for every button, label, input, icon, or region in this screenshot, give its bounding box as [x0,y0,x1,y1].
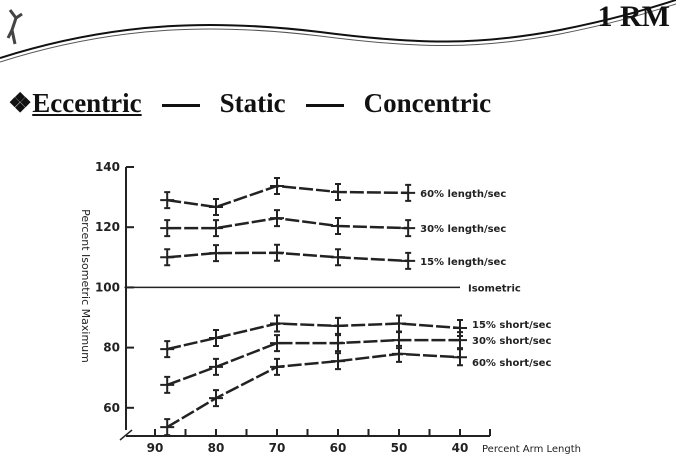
series-label: 15% length/sec [420,257,506,268]
data-point [160,248,175,267]
y-tick-label: 140 [95,160,120,174]
heading-eccentric: Eccentric [32,88,142,118]
data-point [209,219,223,238]
x-tick-label: 50 [391,441,408,455]
data-point [392,344,406,363]
data-point [331,182,345,201]
data-point [331,334,345,353]
x-tick-label: 70 [269,441,286,455]
data-point [453,348,467,367]
data-point [331,352,345,371]
bullet-icon: ❖ [8,88,33,118]
data-point [392,314,406,333]
series-line [166,322,461,351]
data-point [331,316,345,335]
data-point [270,176,284,195]
heading-concentric: Concentric [363,88,492,118]
data-point [401,183,416,202]
data-point [453,319,467,338]
x-tick-label: 40 [452,441,469,455]
y-tick-label: 60 [103,401,120,415]
series-line [166,338,460,387]
data-point [160,375,175,394]
x-tick-label: 90 [147,441,164,455]
data-point [270,314,284,333]
y-axis-label: Percent Isometric Maximum [79,209,92,363]
data-point [401,219,416,238]
data-point [209,389,223,408]
y-tick-label: 80 [103,341,120,355]
data-point [401,251,416,270]
series-label: 60% short/sec [472,358,551,369]
corner-title: 1 RM [597,0,670,33]
x-tick-label: 60 [330,441,347,455]
series-label: 15% short/sec [472,320,551,331]
data-point [392,331,406,350]
slide-heading: ❖Eccentric Static Concentric [8,88,491,119]
series-label: 30% length/sec [420,224,506,235]
data-point [331,216,345,235]
data-point [209,357,223,376]
series-line [167,216,409,230]
data-point [209,244,223,263]
data-point [270,243,284,262]
y-tick-label: 120 [95,220,120,234]
series-label: 60% length/sec [420,189,506,200]
data-point [160,340,175,359]
data-point [160,191,175,210]
data-point [453,331,467,350]
data-point [209,328,223,347]
data-point [160,219,175,238]
header-swoosh [0,0,676,63]
series-label: Isometric [468,283,521,294]
data-point [331,248,345,267]
heading-static: Static [219,88,286,118]
x-tick-label: 80 [208,441,225,455]
figure-logo-icon [6,9,23,45]
data-point [270,334,284,353]
data-point [270,209,284,228]
data-point [160,418,175,437]
series-label: 30% short/sec [472,336,551,347]
x-axis-label: Percent Arm Length [482,444,581,455]
series-line [167,251,409,263]
series-line [167,184,409,209]
chart: Percent Arm Length Percent Isometric Max… [79,160,581,455]
series-line [166,352,461,429]
data-point [270,357,284,376]
axis-break [119,429,133,441]
data-point [209,198,223,217]
y-tick-label: 100 [95,280,120,294]
